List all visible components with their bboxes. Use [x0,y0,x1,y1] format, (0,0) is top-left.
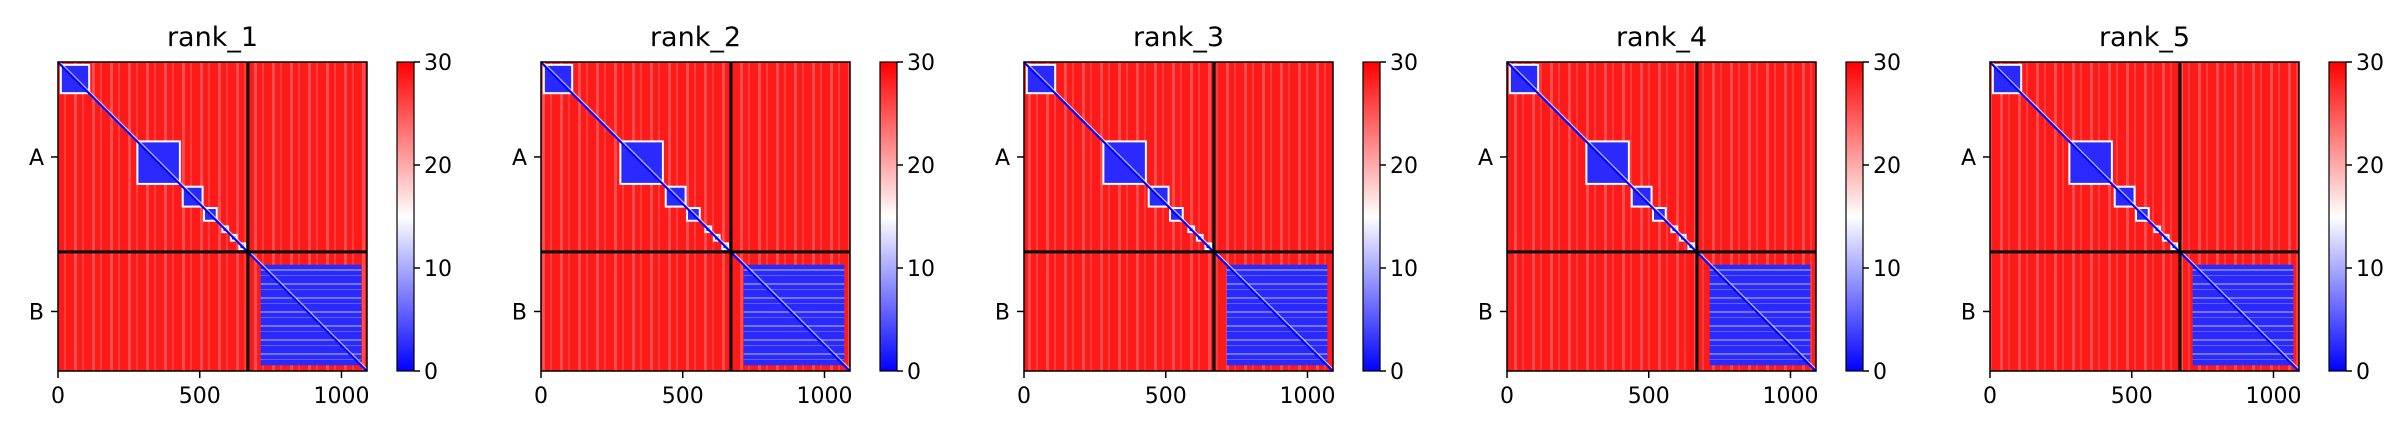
x-tick-label: 500 [1628,384,1670,409]
panel-title: rank_5 [2099,22,2190,53]
colorbar-tick-label: 10 [907,257,935,282]
x-tick-label: 1000 [1762,384,1818,409]
colorbar-tick-label: 0 [2356,360,2370,385]
heatmap-frame [1023,61,1334,372]
y-tick-label: B [512,300,527,325]
colorbar-tick-label: 30 [424,51,452,76]
x-tick-label: 0 [1017,384,1031,409]
y-tick-label: A [995,146,1010,171]
colorbar-tick-label: 0 [1873,360,1887,385]
colorbar [1362,61,1381,372]
colorbar-tick-label: 10 [2356,257,2384,282]
x-tick-label: 500 [179,384,221,409]
panel-title: rank_1 [167,22,258,53]
x-tick-label: 1000 [1279,384,1335,409]
colorbar-tick-label: 20 [1873,154,1901,179]
y-tick-label: B [1478,300,1493,325]
colorbar-tick-label: 20 [424,154,452,179]
y-tick-label: B [1961,300,1976,325]
panel-title: rank_4 [1616,22,1707,53]
heatmap-panel-2: rank_2 0 500 1000 A B 0 10 20 30 [512,22,935,409]
colorbar-tick-label: 0 [907,360,921,385]
diagonal-line [1023,61,1334,372]
colorbar [2328,61,2347,372]
x-tick-label: 1000 [2245,384,2301,409]
y-tick-label: B [995,300,1010,325]
heatmap-panel-3: rank_3 0 500 1000 A B 0 10 20 30 [995,22,1418,409]
colorbar-tick-label: 30 [1390,51,1418,76]
heatmap-panel-5: rank_5 0 500 1000 A B 0 10 20 30 [1961,22,2384,409]
diagonal-line [540,61,851,372]
colorbar-tick-label: 10 [1873,257,1901,282]
colorbar [1845,61,1864,372]
heatmap-panel-1: rank_1 0 500 1000 A B 0 10 20 30 [29,22,452,409]
diagonal-highlight [1508,61,1817,370]
colorbar-tick-label: 10 [1390,257,1418,282]
heatmap-panel-4: rank_4 0 500 1000 A B 0 10 20 30 [1478,22,1901,409]
colorbar [396,61,415,372]
x-tick-label: 500 [1145,384,1187,409]
x-tick-label: 0 [51,384,65,409]
diagonal-highlight [542,61,851,370]
y-tick-label: B [29,300,44,325]
colorbar-tick-label: 30 [1873,51,1901,76]
x-tick-label: 500 [662,384,704,409]
x-tick-label: 0 [1500,384,1514,409]
heatmap-frame [1506,61,1817,372]
y-tick-label: A [1478,146,1493,171]
heatmap-frame [57,61,368,372]
x-tick-label: 0 [534,384,548,409]
diagonal-line [57,61,368,372]
diagonal-line [1506,61,1817,372]
colorbar-tick-label: 30 [907,51,935,76]
colorbar-tick-label: 20 [1390,154,1418,179]
heatmap-frame [1989,61,2300,372]
panel-title: rank_3 [1133,22,1224,53]
x-tick-label: 1000 [796,384,852,409]
y-tick-label: A [29,146,44,171]
colorbar-tick-label: 0 [1390,360,1404,385]
diagonal-highlight [1991,61,2300,370]
x-tick-label: 500 [2111,384,2153,409]
colorbar-tick-label: 10 [424,257,452,282]
y-tick-label: A [512,146,527,171]
colorbar-tick-label: 30 [2356,51,2384,76]
diagonal-highlight [1025,61,1334,370]
diagonal-highlight [59,61,368,370]
colorbar-tick-label: 20 [907,154,935,179]
panel-title: rank_2 [650,22,741,53]
diagonal-line [1989,61,2300,372]
x-tick-label: 0 [1983,384,1997,409]
colorbar [879,61,898,372]
colorbar-tick-label: 0 [424,360,438,385]
x-tick-label: 1000 [313,384,369,409]
heatmap-frame [540,61,851,372]
y-tick-label: A [1961,146,1976,171]
colorbar-tick-label: 20 [2356,154,2384,179]
